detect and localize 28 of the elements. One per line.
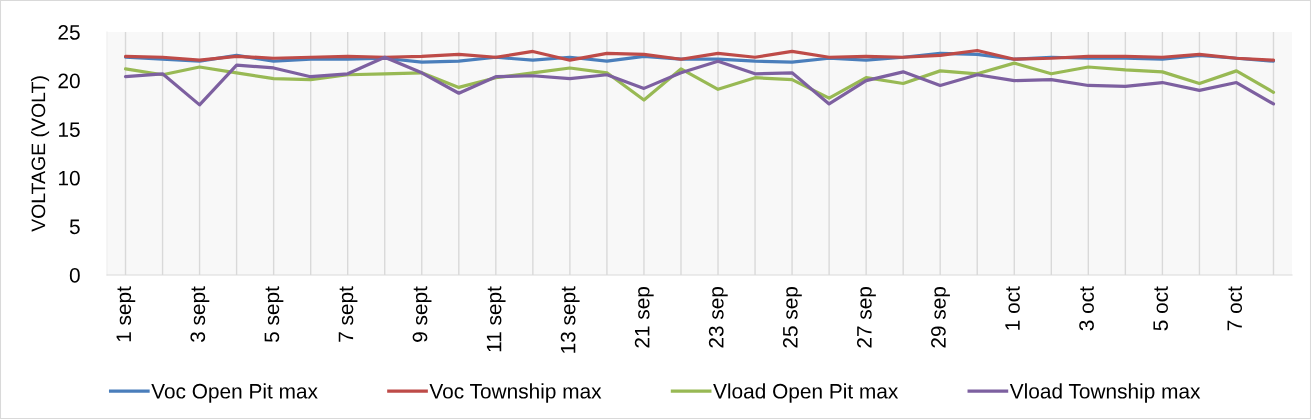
x-tick-label: 7 sept: [338, 286, 358, 342]
x-tick-label: 1 oct: [1005, 286, 1020, 330]
x-tick-label: 5 oct: [1153, 286, 1168, 331]
x-tick-label: 3 oct: [1079, 286, 1094, 331]
x-tick-label: 29 sep: [931, 286, 950, 348]
x-tick-label: 23 sep: [708, 286, 728, 348]
x-tick-label: 5 sept: [264, 286, 284, 343]
x-tick-label: 11 sept: [486, 286, 506, 352]
x-tick-label: 25 sep: [782, 286, 802, 348]
y-tick-label: 5: [69, 219, 80, 235]
legend-label: Voc Township max: [429, 383, 602, 403]
legend-label: Vload Township max: [1009, 383, 1201, 403]
line-series: [123, 55, 1276, 107]
x-tick-label: 7 oct: [1227, 286, 1243, 331]
x-tick-label: 9 sept: [412, 286, 432, 342]
y-tick-label: 25: [58, 25, 80, 40]
legend-label: Voc Open Pit max: [151, 383, 318, 403]
x-tick-label: 21 sep: [634, 286, 654, 348]
x-tick-label: 27 sep: [856, 286, 876, 348]
legend-label: Vload Open Pit max: [713, 383, 899, 403]
y-tick-label: 0: [69, 268, 80, 283]
x-tick-label: 1 sept: [116, 286, 136, 342]
x-tick-label: 13 sept: [560, 286, 580, 353]
y-tick-label: 15: [59, 122, 80, 137]
y-tick-label: 20: [58, 73, 80, 89]
y-tick-label: 10: [59, 170, 80, 186]
y-axis-title: VOLTAGE (VOLT): [30, 76, 50, 232]
x-tick-label: 3 sept: [190, 286, 210, 343]
